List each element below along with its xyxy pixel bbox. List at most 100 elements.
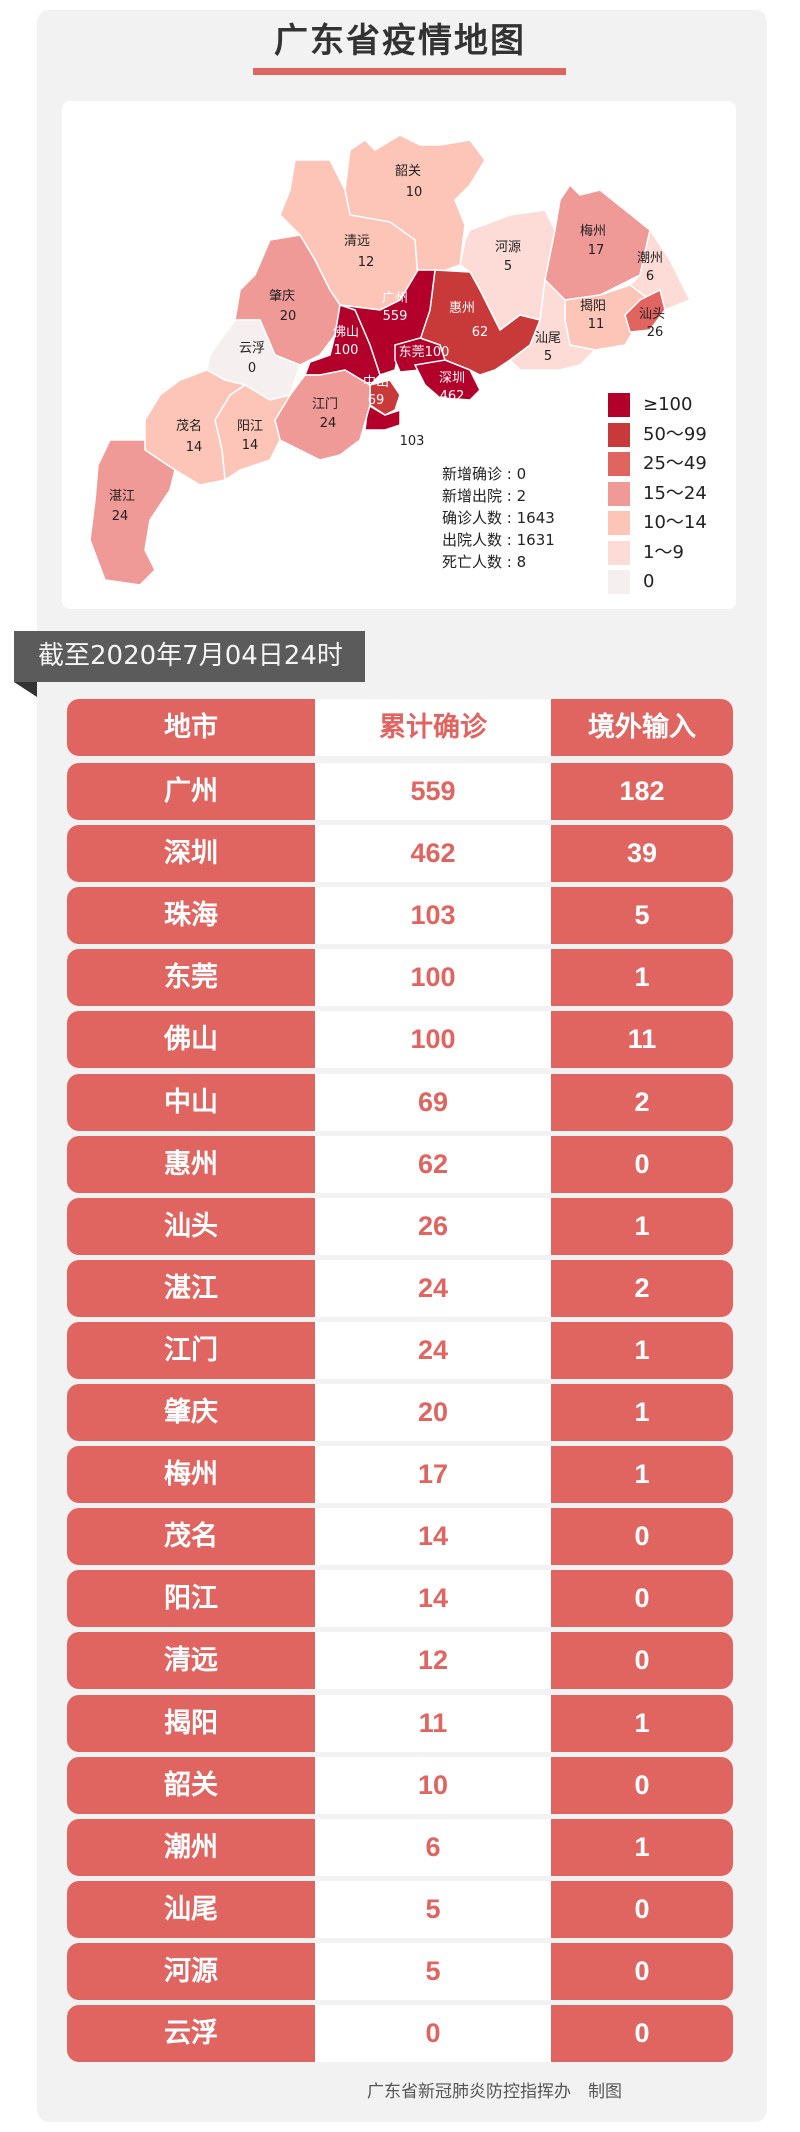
map-region-name: 惠州	[449, 301, 475, 316]
cell-city: 肇庆	[67, 1384, 315, 1441]
stat-separator: :	[502, 553, 517, 571]
cell-total-confirmed: 14	[315, 1570, 551, 1628]
table-row: 揭阳 11 1	[67, 1694, 733, 1752]
cell-total-confirmed: 6	[315, 1818, 551, 1876]
stat-separator: :	[502, 465, 517, 483]
cell-total-confirmed: 11	[315, 1694, 551, 1752]
map-region-name: 汕尾	[535, 331, 561, 346]
table-row: 阳江 14 0	[67, 1570, 733, 1628]
cell-imported: 1	[551, 1384, 733, 1441]
cell-total-confirmed: 559	[315, 763, 551, 820]
cell-total-confirmed: 20	[315, 1384, 551, 1441]
cell-total-confirmed: 12	[315, 1632, 551, 1690]
map-region[interactable]	[144, 369, 247, 486]
stat-line: 出院人数 : 1631	[442, 529, 555, 551]
map-region-value: 10	[406, 185, 423, 200]
cell-total-confirmed: 10	[315, 1756, 551, 1814]
map-region[interactable]	[364, 403, 401, 431]
map-region-name: 佛山	[333, 325, 359, 340]
cell-total-confirmed: 14	[315, 1508, 551, 1566]
cell-total-confirmed: 100	[315, 949, 551, 1007]
stat-separator: :	[502, 509, 517, 527]
legend-label: 10～14	[643, 512, 707, 533]
cell-city: 中山	[67, 1073, 315, 1131]
cell-imported: 5	[551, 887, 733, 945]
table-row: 中山 69 2	[67, 1073, 733, 1131]
cell-imported: 39	[551, 825, 733, 883]
legend-swatch	[608, 393, 630, 417]
cell-city: 惠州	[67, 1135, 315, 1193]
map-region-name: 潮州	[637, 251, 663, 266]
cell-city: 潮州	[67, 1818, 315, 1876]
cell-total-confirmed: 100	[315, 1011, 551, 1069]
legend-swatch	[608, 422, 630, 447]
cell-city: 东莞	[67, 949, 315, 1007]
legend-label: ≥100	[643, 394, 693, 415]
cell-total-confirmed: 462	[315, 825, 551, 883]
cell-city: 阳江	[67, 1570, 315, 1628]
cell-total-confirmed: 62	[315, 1135, 551, 1193]
map-region-value: 5	[504, 259, 512, 274]
legend-swatch	[608, 481, 630, 506]
stat-label: 死亡人数	[442, 553, 503, 571]
table-row: 湛江 24 2	[67, 1259, 733, 1317]
map-region-value: 69	[368, 393, 385, 408]
stat-label: 新增确诊	[442, 465, 503, 483]
map-region-name: 梅州	[580, 224, 606, 239]
cell-imported: 0	[551, 1942, 733, 2000]
cell-total-confirmed: 24	[315, 1321, 551, 1379]
cell-city: 梅州	[67, 1446, 315, 1504]
map-region[interactable]	[544, 183, 651, 301]
table-row: 惠州 62 0	[67, 1135, 733, 1193]
cell-imported: 2	[551, 1259, 733, 1317]
map-region-value: 5	[544, 349, 552, 364]
cell-imported: 182	[551, 763, 733, 820]
legend-item: 15～24	[608, 481, 707, 506]
banner-fold	[14, 682, 37, 697]
cell-imported: 0	[551, 1880, 733, 1938]
map-region-value: 17	[588, 243, 605, 258]
stat-value: 0	[516, 465, 527, 483]
legend-label: 25～49	[643, 453, 707, 474]
map-region[interactable]	[624, 288, 666, 333]
cell-total-confirmed: 0	[315, 2005, 551, 2062]
table-row: 梅州 17 1	[67, 1446, 733, 1504]
map-region-name: 阳江	[237, 419, 263, 434]
map-region[interactable]	[234, 234, 341, 366]
cell-imported: 1	[551, 1446, 733, 1504]
map-region-name: 茂名	[176, 418, 202, 434]
cell-total-confirmed: 26	[315, 1197, 551, 1255]
legend-label: 1～9	[643, 541, 684, 563]
cell-imported: 1	[551, 1818, 733, 1876]
map-card: 韶关 10 清远 12 肇庆 20 云浮 0 河源 5 梅州 17 潮州 6 揭阳 11 汕头 26 汕尾 5 惠州 62…	[62, 101, 736, 609]
map-region-value: 24	[112, 509, 129, 524]
map-region-value: 103	[400, 434, 425, 449]
stat-value: 1631	[516, 531, 555, 549]
map-region[interactable]	[413, 359, 481, 401]
map-region-name: 云浮	[239, 341, 265, 356]
legend-swatch	[608, 570, 630, 594]
cell-city: 汕尾	[67, 1880, 315, 1938]
map-region[interactable]	[89, 439, 176, 586]
map-region-name: 河源	[495, 240, 521, 255]
table-row: 肇庆 20 1	[67, 1384, 733, 1441]
date-banner: 截至2020年7月04日24时	[14, 631, 365, 682]
map-region-value: 100	[334, 343, 359, 358]
stat-line: 死亡人数 : 8	[442, 551, 555, 573]
map-region-name: 汕头	[639, 307, 665, 322]
map-region-name: 湛江	[109, 489, 135, 504]
stat-label: 确诊人数	[442, 509, 503, 527]
cell-city: 湛江	[67, 1259, 315, 1317]
map-region-name: 深圳	[439, 371, 465, 386]
footer-credit: 广东省新冠肺炎防控指挥办 制图	[367, 2082, 622, 2102]
cell-city: 河源	[67, 1942, 315, 2000]
map-region-name: 清远	[344, 234, 370, 249]
legend-swatch	[608, 511, 630, 535]
cell-city: 广州	[67, 763, 315, 820]
cell-imported: 0	[551, 1632, 733, 1690]
cell-city: 江门	[67, 1321, 315, 1379]
legend-item: 50～99	[608, 422, 707, 447]
stat-value: 1643	[516, 509, 555, 527]
cell-imported: 1	[551, 1197, 733, 1255]
map-region-name: 中山	[363, 375, 389, 390]
